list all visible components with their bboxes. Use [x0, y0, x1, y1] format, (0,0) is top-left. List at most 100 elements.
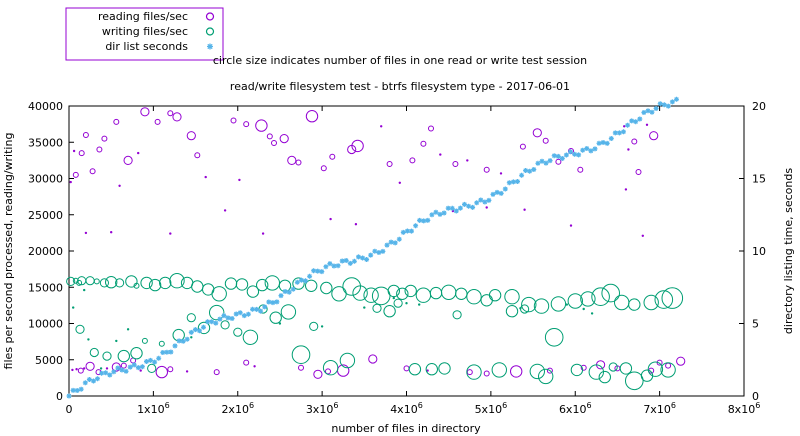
reading-point — [398, 181, 401, 185]
y-tick-label: 0 — [56, 390, 63, 403]
x-tick-label: 1x106 — [137, 401, 170, 416]
writing-point — [140, 276, 153, 290]
writing-point — [99, 367, 103, 370]
reading-point — [85, 361, 95, 371]
dirlist-point — [563, 152, 569, 158]
x-tick-label: 8x106 — [728, 401, 761, 416]
legend-marker-writing — [205, 27, 215, 36]
dirlist-point — [286, 289, 292, 295]
reading-point — [82, 367, 86, 370]
dirlist-point — [502, 186, 508, 192]
dirlist-point — [604, 140, 610, 146]
dirlist-point — [433, 209, 439, 215]
dirlist-point — [457, 205, 463, 211]
writing-point — [87, 338, 90, 341]
writing-point — [529, 363, 545, 380]
y-tick-label: 20000 — [28, 245, 63, 258]
dirlist-point — [506, 180, 512, 186]
reading-point — [354, 223, 358, 226]
dirlist-point — [160, 350, 166, 355]
reading-point — [510, 365, 523, 378]
dirlist-point — [555, 153, 561, 159]
writing-point — [89, 347, 99, 358]
dirlist-point — [107, 372, 113, 378]
dirlist-point — [188, 329, 194, 335]
reading-point — [213, 369, 220, 376]
reading-point — [140, 107, 150, 117]
writing-point — [235, 278, 249, 291]
x-tick-label: 2x106 — [221, 401, 254, 416]
x-tick-label: 4x106 — [390, 401, 423, 416]
writing-point — [256, 278, 269, 292]
dirlist-point — [103, 370, 109, 376]
writing-point — [71, 306, 75, 309]
reading-point — [255, 119, 268, 132]
dirlist-point — [270, 300, 276, 306]
reading-point — [77, 367, 84, 374]
writing-point — [601, 283, 621, 303]
y2-tick-label: 5 — [752, 318, 759, 331]
writing-point — [405, 302, 408, 305]
dirlist-point — [380, 248, 386, 254]
reading-point — [542, 137, 549, 144]
dirlist-point — [123, 368, 129, 374]
writing-point — [425, 363, 438, 376]
dirlist-point — [131, 362, 137, 368]
dirlist-point — [74, 388, 80, 393]
dirlist-point — [294, 279, 300, 285]
dirlist-point — [245, 311, 251, 317]
reading-point — [243, 121, 250, 128]
dirlist-point — [576, 152, 582, 158]
dirlist-point — [172, 343, 178, 349]
writing-point — [404, 284, 417, 298]
dirlist-point — [515, 179, 520, 184]
dirlist-point — [441, 210, 447, 216]
dirlist-point — [649, 109, 655, 115]
dirlist-point — [278, 293, 284, 299]
reading-point — [329, 153, 336, 160]
dirlist-point — [474, 200, 480, 206]
y2-axis-label: directory listing time, seconds — [782, 168, 795, 334]
dirlist-point — [119, 367, 125, 373]
dirlist-point — [115, 365, 121, 371]
dirlist-point — [254, 306, 260, 312]
dirlist-point — [466, 203, 472, 209]
dirlist-point — [637, 116, 643, 122]
reading-point — [452, 161, 459, 167]
x-tick-label: 5x106 — [475, 401, 508, 416]
writing-point — [125, 275, 138, 288]
dirlist-point — [547, 158, 553, 164]
reading-point — [113, 118, 120, 125]
dirlist-point — [319, 269, 325, 275]
reading-point — [532, 128, 542, 138]
writing-point — [418, 303, 421, 306]
dirlist-point — [168, 349, 174, 355]
dirlist-point — [429, 212, 435, 218]
reading-point — [82, 132, 89, 138]
reading-point — [305, 110, 319, 123]
writing-point — [291, 345, 311, 365]
writing-point — [570, 363, 584, 377]
writing-point — [371, 286, 391, 306]
writing-point — [538, 368, 554, 385]
dirlist-point — [156, 355, 162, 361]
dirlist-point — [523, 168, 529, 173]
reading-point — [154, 118, 161, 125]
legend-marker-dirlist — [207, 43, 213, 50]
writing-point — [339, 352, 356, 369]
dirlist-point — [616, 130, 622, 136]
reading-point — [186, 131, 196, 141]
reading-point — [329, 217, 332, 221]
writing-point — [392, 296, 395, 300]
reading-point — [313, 369, 323, 379]
writing-point — [438, 362, 451, 375]
reading-point — [523, 208, 526, 211]
dirlist-point — [237, 310, 243, 316]
dirlist-point — [421, 218, 427, 224]
dirlist-point — [409, 228, 414, 234]
reading-point — [139, 369, 142, 372]
dirlist-point — [233, 311, 239, 317]
writing-point — [322, 360, 339, 376]
dirlist-point — [258, 308, 264, 314]
